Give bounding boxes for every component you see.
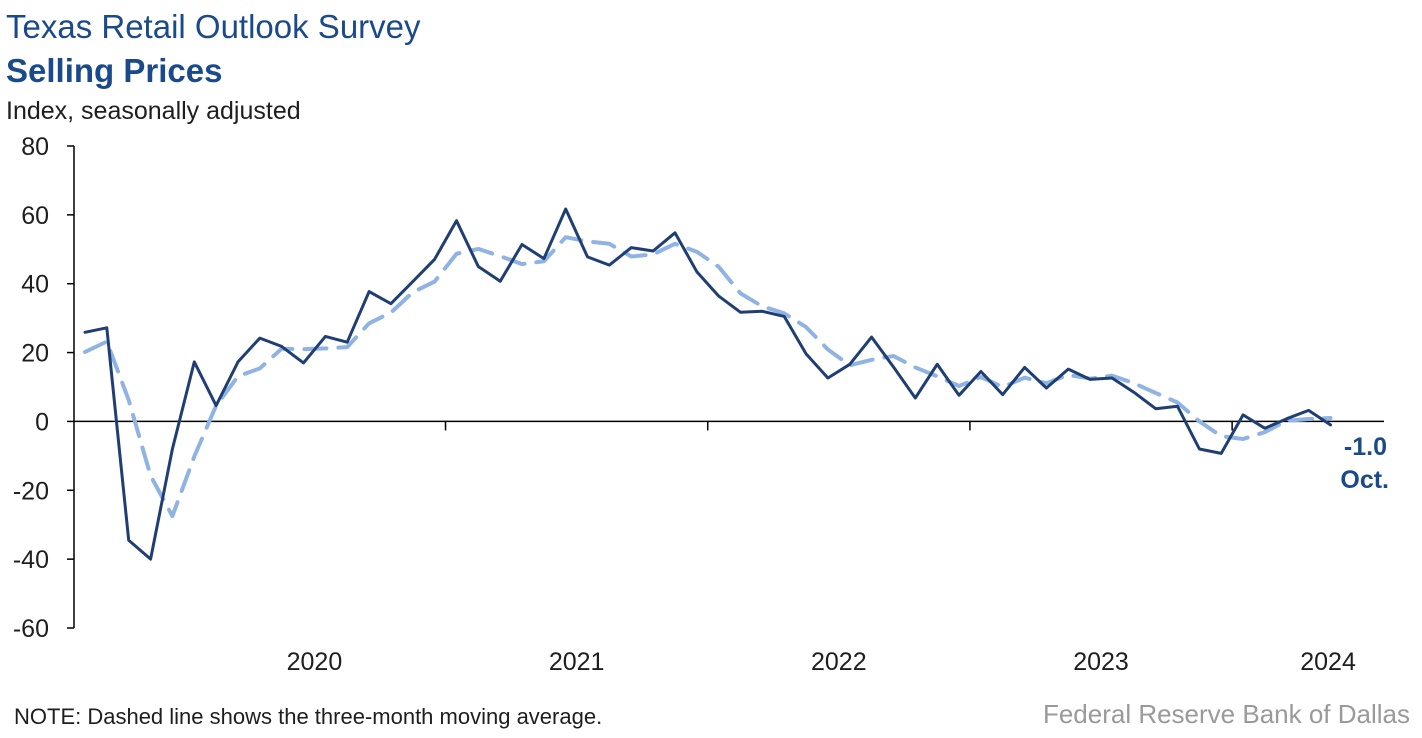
chart-subtitle: Selling Prices: [6, 52, 223, 89]
chart-annotation: -1.0 Oct.: [1340, 433, 1389, 494]
x-tick-label: 2024: [1300, 648, 1356, 676]
y-axis-label: Index, seasonally adjusted: [6, 97, 301, 125]
y-tick-label: -40: [13, 546, 49, 574]
x-tick-label: 2023: [1073, 648, 1129, 676]
chart-axes: -60 -40 -20 0 20 40 60 80 2020 2021 2022 2023 2024: [13, 133, 1384, 676]
y-tick-label: 80: [21, 133, 49, 161]
y-tick-label: 60: [21, 202, 49, 230]
y-tick-label: 0: [35, 408, 49, 436]
y-tick-label: -60: [13, 615, 49, 643]
chart-series: [83, 207, 1333, 561]
source-credit: Federal Reserve Bank of Dallas: [1042, 699, 1410, 729]
index-line: [83, 207, 1332, 561]
x-tick-label: 2022: [811, 648, 867, 676]
x-tick-label: 2021: [549, 648, 605, 676]
y-tick-label: -20: [13, 477, 49, 505]
last-value-label: -1.0: [1344, 433, 1387, 461]
chart-title: Texas Retail Outlook Survey: [6, 8, 421, 45]
x-tick-label: 2020: [287, 648, 343, 676]
y-tick-label: 20: [21, 340, 49, 368]
moving-average-line: [83, 235, 1333, 519]
footnote: NOTE: Dashed line shows the three-month …: [14, 704, 603, 729]
last-month-label: Oct.: [1340, 466, 1389, 494]
y-tick-label: 40: [21, 271, 49, 299]
